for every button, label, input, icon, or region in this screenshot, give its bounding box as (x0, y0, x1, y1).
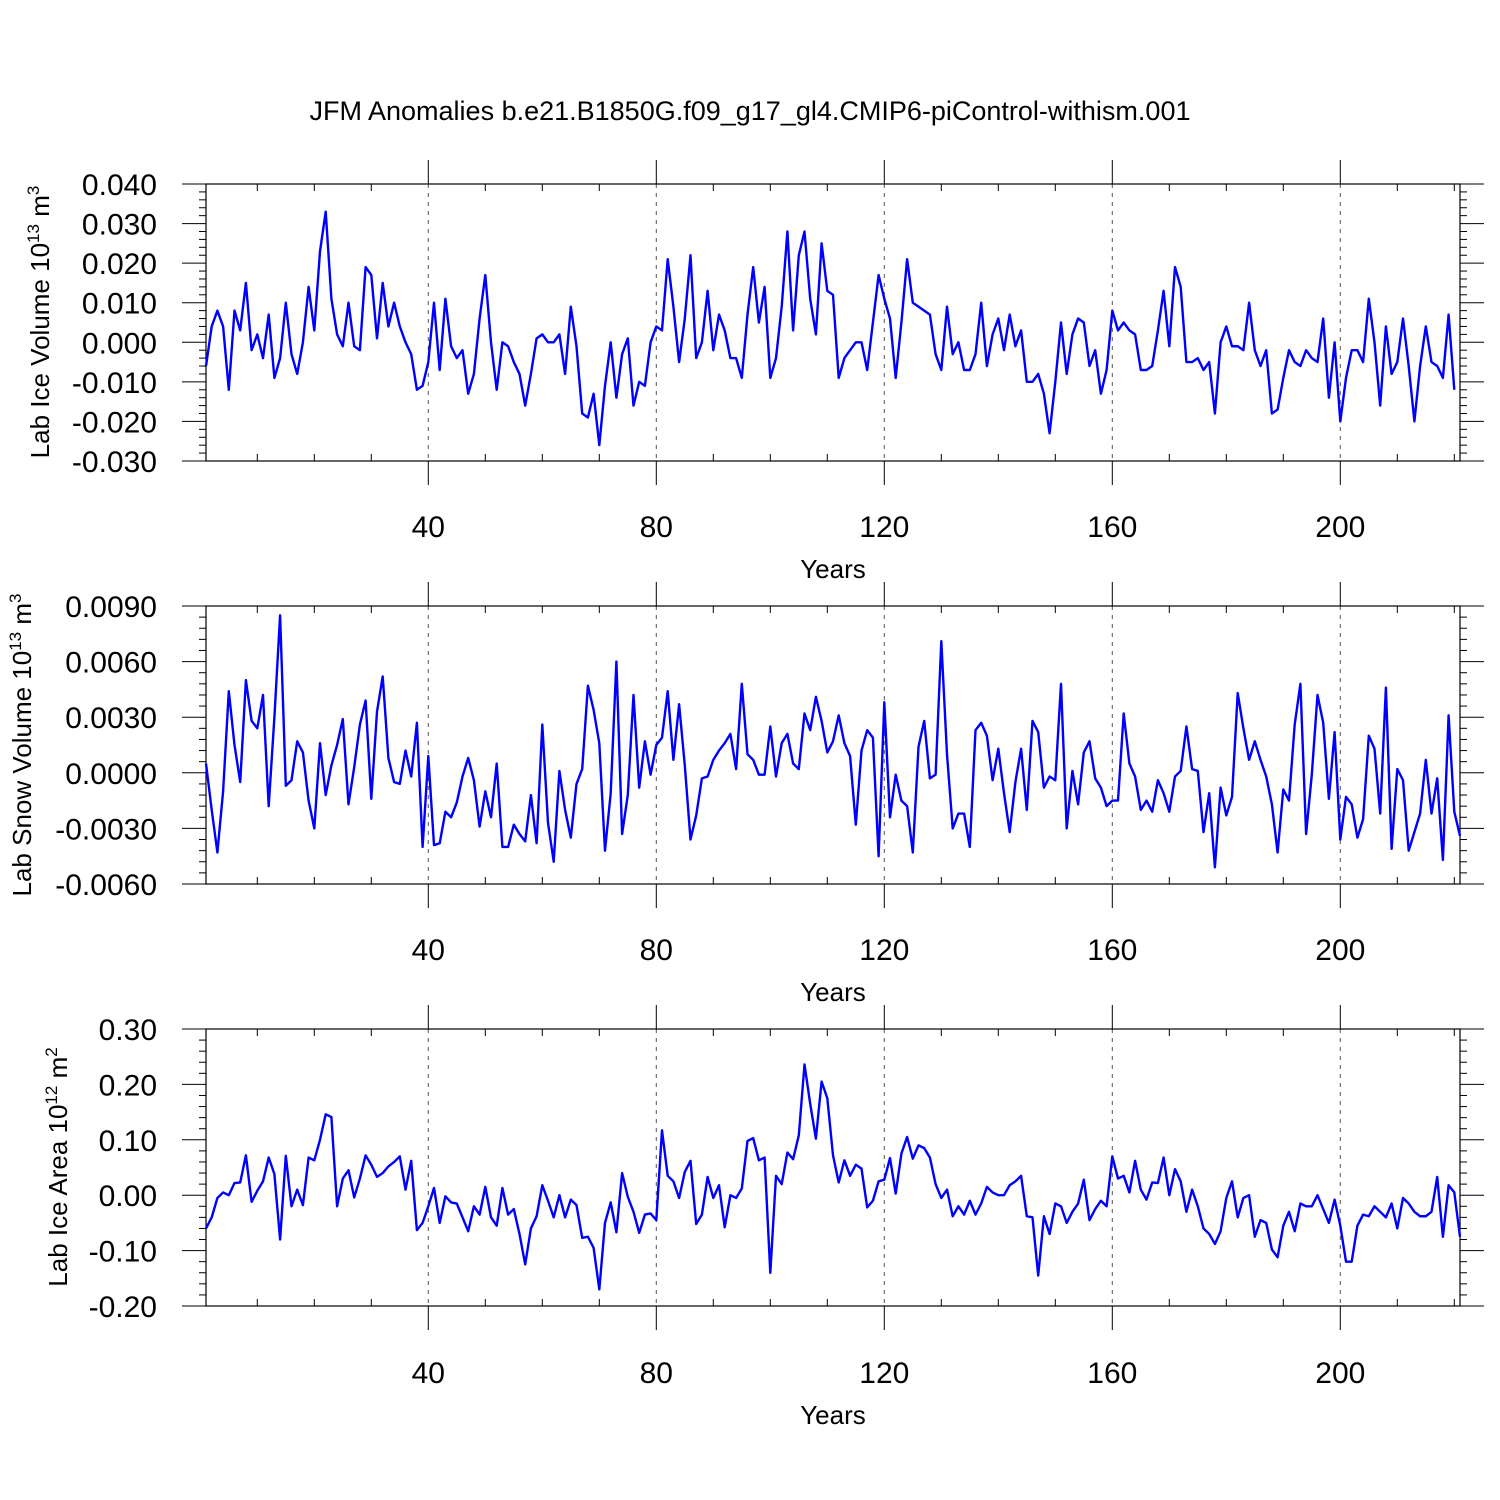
y-tick-label: 0.0000 (65, 758, 157, 791)
x-tick-label: 200 (1315, 511, 1365, 544)
y-axis-label: Lab Ice Volume 1013 m3 (24, 186, 55, 459)
y-tick-label: 0.000 (82, 327, 157, 360)
x-tick-label: 200 (1315, 934, 1365, 967)
y-tick-label: -0.10 (89, 1236, 157, 1269)
x-axis-label: Years (800, 1400, 866, 1430)
y-tick-label: 0.20 (99, 1069, 157, 1102)
x-tick-label: 80 (640, 511, 673, 544)
series-line (204, 1063, 1462, 1291)
panels: 40 80 120 160 200 -0.030 -0.020 -0.010 0.000 0.01… (6, 160, 1484, 1430)
y-tick-label: 0.010 (82, 288, 157, 321)
y-tick-label: 0.030 (82, 209, 157, 242)
x-tick-label: 40 (412, 511, 445, 544)
y-tick-label: 0.040 (82, 169, 157, 202)
y-tick-label: 0.0060 (65, 647, 157, 680)
x-tick-label: 120 (859, 1357, 909, 1390)
y-tick-label: 0.0090 (65, 591, 157, 624)
plot-frame (205, 605, 1461, 885)
x-tick-label: 160 (1087, 511, 1137, 544)
chart-panel-3: 40 80 120 160 200 -0.20 -0.10 0.00 0.10 0.20 0.30 Y… (42, 1005, 1484, 1430)
figure-title: JFM Anomalies b.e21.B1850G.f09_g17_gl4.C… (310, 96, 1191, 126)
x-tick-label: 120 (859, 934, 909, 967)
y-tick-label: -0.0030 (55, 813, 157, 846)
x-tick-label: 40 (412, 1357, 445, 1390)
y-axis-label: Lab Snow Volume 1013 m3 (6, 593, 37, 896)
x-tick-label: 160 (1087, 1357, 1137, 1390)
plot-frame (205, 1028, 1461, 1307)
y-tick-label: 0.00 (99, 1180, 157, 1213)
x-tick-label: 40 (412, 934, 445, 967)
y-tick-label: 0.020 (82, 248, 157, 281)
x-tick-label: 200 (1315, 1357, 1365, 1390)
x-axis-label: Years (800, 977, 866, 1007)
plot-frame (205, 183, 1461, 462)
y-tick-label: -0.020 (72, 406, 157, 439)
x-axis-label: Years (800, 554, 866, 584)
y-axis-label: Lab Ice Area 1012 m2 (42, 1047, 73, 1286)
series-line (204, 210, 1456, 447)
y-tick-label: 0.0030 (65, 702, 157, 735)
y-tick-label: 0.10 (99, 1125, 157, 1158)
x-tick-label: 160 (1087, 934, 1137, 967)
x-tick-label: 80 (640, 934, 673, 967)
y-tick-label: -0.0060 (55, 869, 157, 902)
chart-panel-1: 40 80 120 160 200 -0.030 -0.020 -0.010 0.000 0.01… (24, 160, 1484, 584)
chart-panel-2: 40 80 120 160 200 -0.0060 -0.0030 0.0000 0.0030 0… (6, 582, 1484, 1007)
y-tick-label: -0.20 (89, 1291, 157, 1324)
x-tick-label: 120 (859, 511, 909, 544)
x-tick-label: 80 (640, 1357, 673, 1390)
series-line (204, 614, 1462, 869)
y-tick-label: 0.30 (99, 1014, 157, 1047)
y-tick-label: -0.010 (72, 367, 157, 400)
y-tick-label: -0.030 (72, 446, 157, 479)
